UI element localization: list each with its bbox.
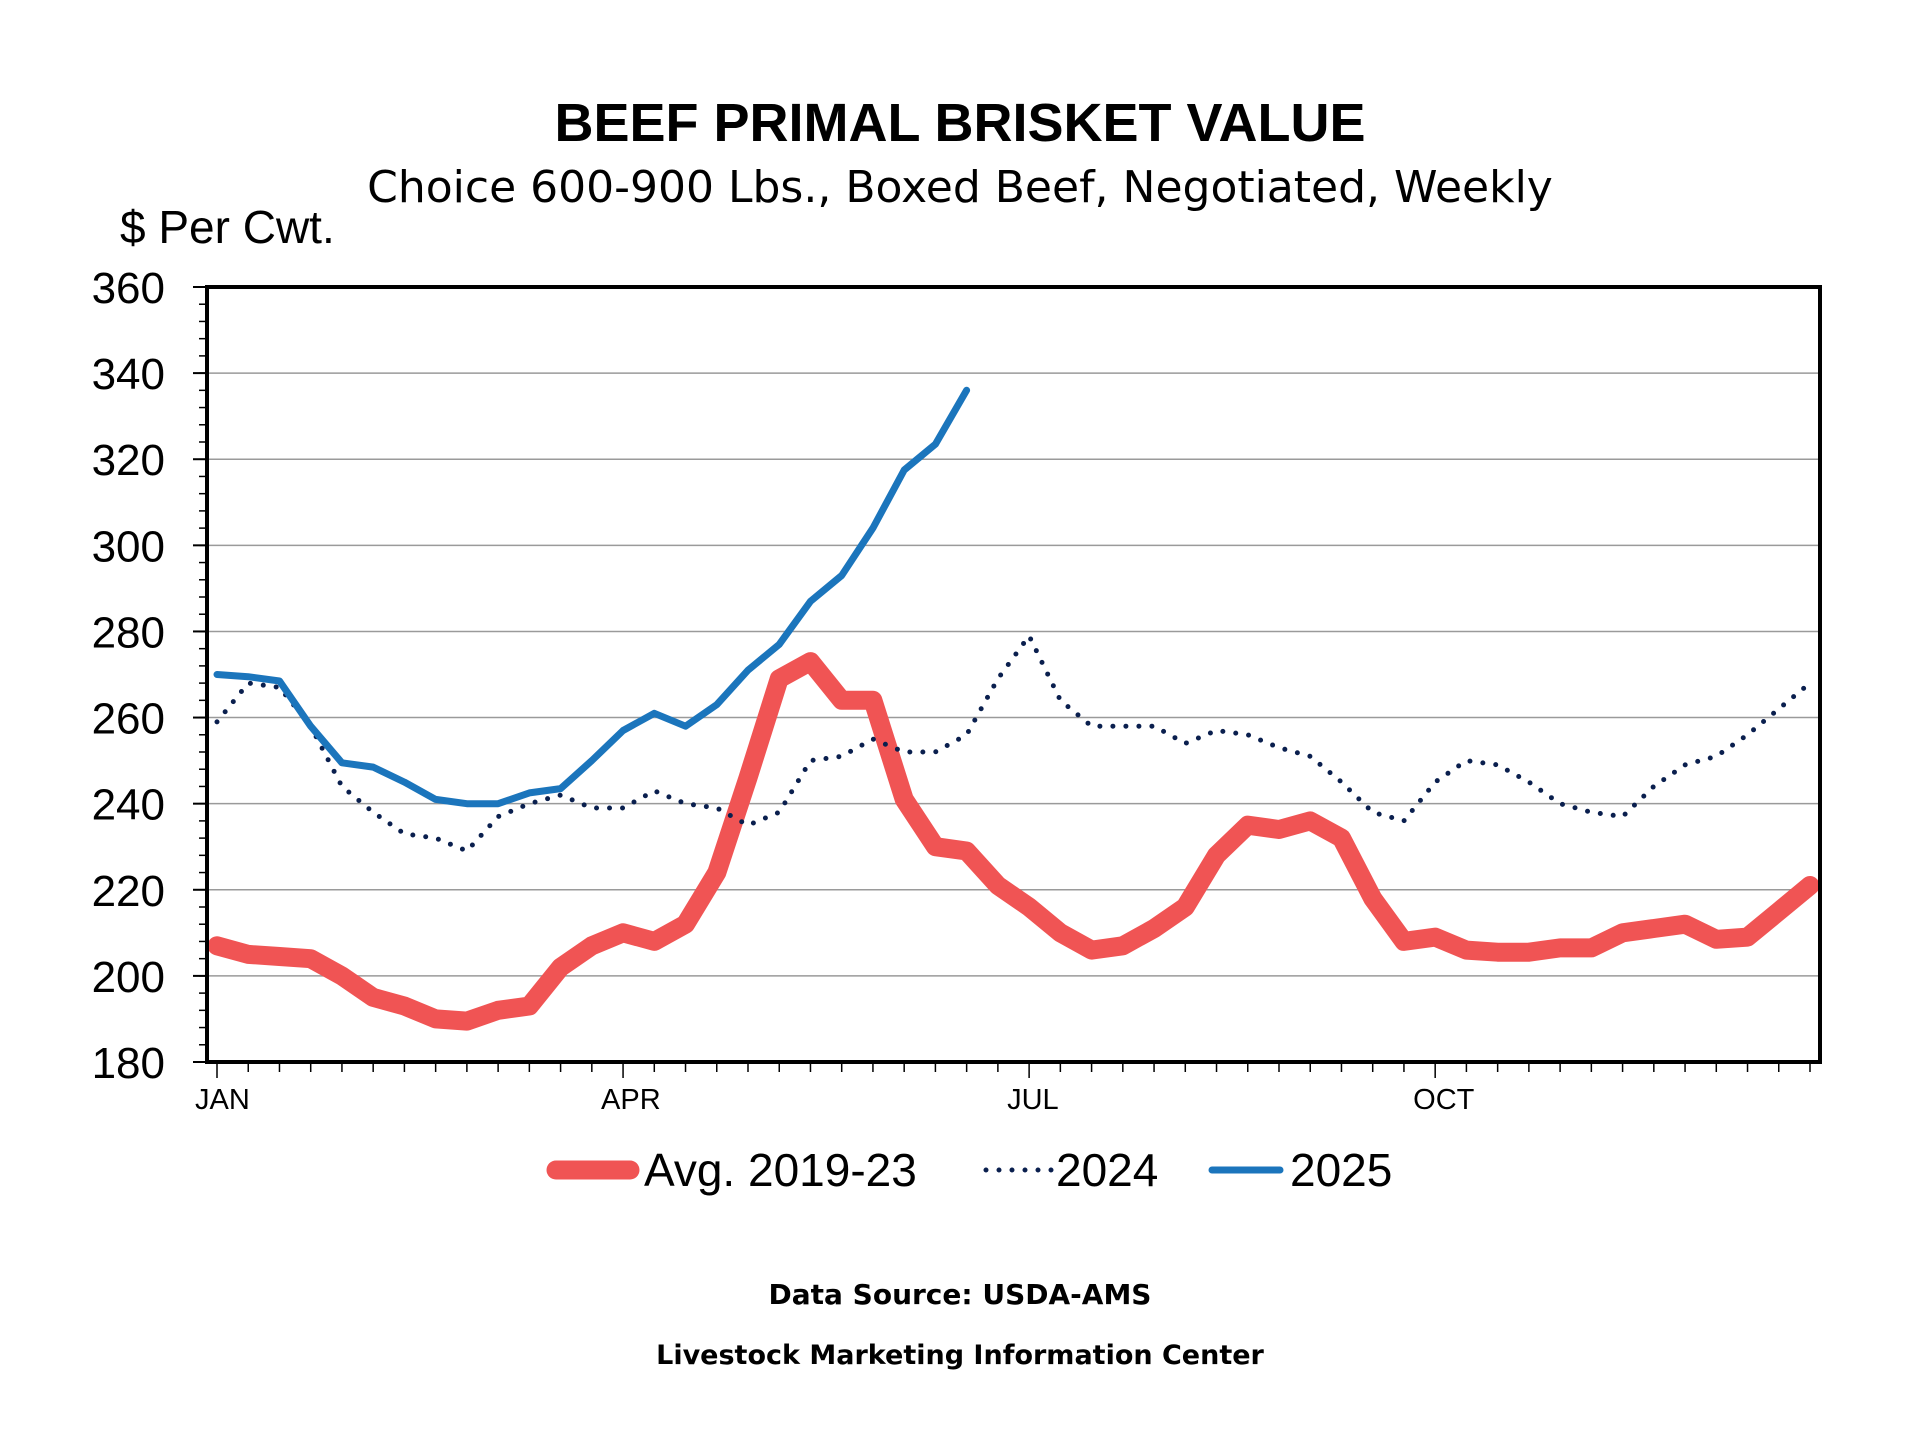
x-tick-label: JUL (1007, 1084, 1059, 1116)
y-tick-label: 240 (92, 781, 165, 830)
y-tick-label: 360 (92, 264, 165, 313)
y-tick-label: 260 (92, 695, 165, 744)
series-line-avg-2019-23 (207, 652, 1820, 1031)
plot-frame (205, 285, 1822, 1064)
y-tick-label: 300 (92, 522, 165, 571)
y-tick-label: 340 (92, 350, 165, 399)
y-tick-label: 180 (92, 1039, 165, 1088)
x-tick-label: JAN (195, 1084, 250, 1116)
chart-title: BEEF PRIMAL BRISKET VALUE (554, 93, 1366, 153)
x-tick-label: APR (601, 1084, 661, 1116)
legend-label: 2024 (1056, 1144, 1158, 1196)
chart-subtitle: Choice 600-900 Lbs., Boxed Beef, Negotia… (367, 162, 1553, 213)
x-tick-label: OCT (1413, 1084, 1475, 1116)
series-line-2025 (213, 386, 971, 808)
organization-note: Livestock Marketing Information Center (656, 1340, 1264, 1371)
legend-label: 2025 (1290, 1144, 1392, 1196)
y-tick-label: 200 (92, 953, 165, 1002)
y-axis-label: $ Per Cwt. (120, 201, 335, 253)
y-tick-label: 220 (92, 867, 165, 916)
legend-label: Avg. 2019-23 (644, 1144, 917, 1196)
series-line-2024 (214, 630, 1813, 854)
data-source-note: Data Source: USDA-AMS (768, 1278, 1152, 1311)
y-tick-label: 280 (92, 608, 165, 657)
y-tick-label: 320 (92, 436, 165, 485)
